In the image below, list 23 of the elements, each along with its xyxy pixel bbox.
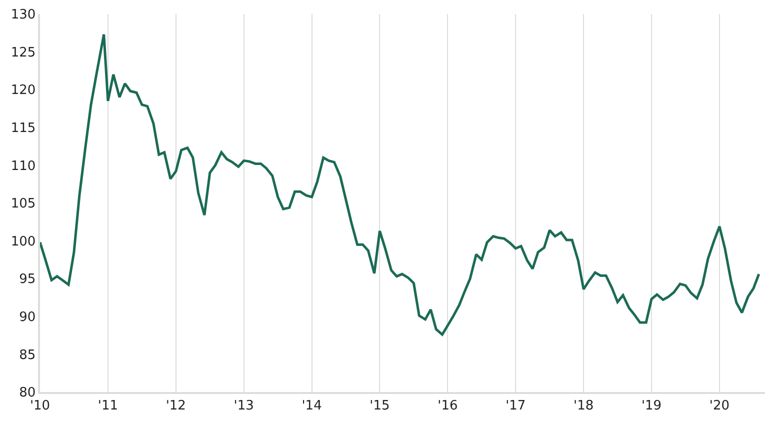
y-tick-label: 120 (10, 83, 36, 98)
y-tick-label: 100 (10, 234, 36, 250)
x-tick-label: '15 (370, 398, 390, 414)
x-tick-label: '10 (30, 398, 50, 414)
y-tick-label: 130 (10, 8, 36, 23)
y-tick-label: 115 (10, 120, 36, 136)
y-tick-label: 105 (10, 196, 36, 212)
x-tick-label: '17 (506, 398, 526, 414)
y-tick-label: 85 (19, 348, 36, 363)
y-tick-label: 90 (19, 310, 36, 325)
y-tick-label: 125 (10, 45, 36, 60)
line-series (40, 33, 760, 336)
x-tick-label: '16 (438, 398, 458, 414)
y-tick-label: 110 (10, 158, 36, 174)
x-tick-label: '12 (166, 398, 186, 414)
x-tick-label: '14 (302, 398, 322, 414)
x-tick-label: '11 (98, 398, 118, 414)
x-tick-label: '19 (641, 398, 662, 414)
y-tick-label: 80 (19, 386, 36, 401)
y-tick-label: 95 (19, 272, 36, 288)
x-tick-label: '13 (234, 398, 254, 414)
x-tick-label: '18 (574, 398, 594, 414)
x-tick-label: '20 (709, 398, 730, 414)
